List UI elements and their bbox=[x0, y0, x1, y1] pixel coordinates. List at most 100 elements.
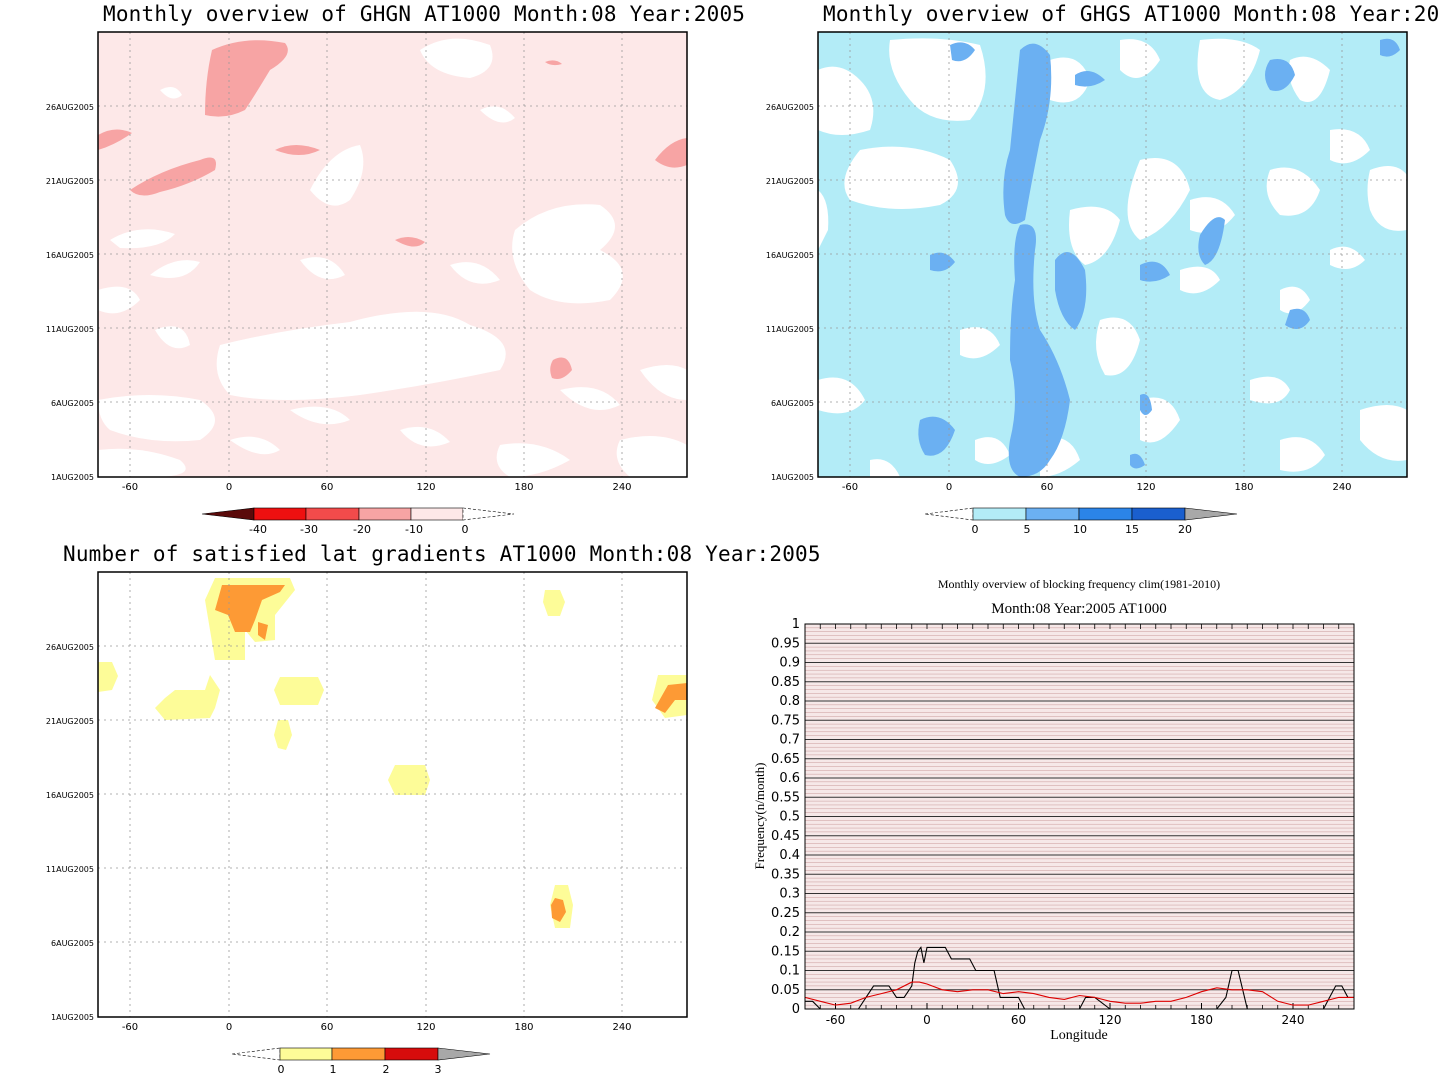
panel-title: Number of satisfied lat gradients AT1000… bbox=[63, 542, 821, 566]
y-tick-label: 16AUG2005 bbox=[46, 791, 94, 800]
y-tick-label: 0.2 bbox=[779, 925, 800, 940]
blocking-frequency-panel: Monthly overview of blocking frequency c… bbox=[720, 540, 1440, 1091]
ghgs-panel: Monthly overview of GHGS AT1000 Month:08… bbox=[720, 0, 1440, 545]
y-tick-label: 0.15 bbox=[771, 944, 800, 959]
y-tick-label: 0.7 bbox=[779, 733, 800, 748]
blocking-frequency-chart: Monthly overview of blocking frequency c… bbox=[752, 577, 1355, 1043]
x-tick-label: 180 bbox=[1234, 482, 1253, 493]
series-line bbox=[804, 981, 1354, 1006]
y-tick-label: 16AUG2005 bbox=[766, 251, 814, 260]
ghgn-map: -60 0 60 120 180 240 1AUG2005 6AUG2005 1… bbox=[46, 31, 688, 536]
x-tick-label: 0 bbox=[923, 1013, 931, 1027]
top-ticks bbox=[804, 624, 1355, 1009]
y-tick-label: 0.05 bbox=[771, 983, 800, 998]
y-tick-label: 0.8 bbox=[779, 694, 800, 709]
y-tick-label: 0.6 bbox=[779, 771, 800, 786]
x-tick-label: 0 bbox=[226, 482, 232, 493]
y-tick-label: 0.4 bbox=[779, 848, 800, 863]
y-tick-label: 0.1 bbox=[779, 964, 800, 979]
y-tick-label: 0.95 bbox=[771, 636, 800, 651]
colorbar-label: 0 bbox=[972, 523, 979, 536]
plot-frame bbox=[804, 623, 1355, 1010]
x-tick-label: 240 bbox=[1282, 1013, 1305, 1027]
x-tick-label: 120 bbox=[1136, 482, 1155, 493]
x-tick-labels: -60 0 60 120 180 240 bbox=[122, 1022, 632, 1033]
x-tick-label: -60 bbox=[122, 482, 138, 493]
x-tick-labels: -60 0 60 120 180 240 bbox=[122, 482, 632, 493]
plot-area bbox=[97, 571, 688, 1018]
y-tick-label: 6AUG2005 bbox=[51, 939, 94, 948]
y-tick-label: 16AUG2005 bbox=[46, 251, 94, 260]
panel-title: Monthly overview of GHGS AT1000 Month:08… bbox=[823, 2, 1440, 26]
x-tick-label: 240 bbox=[612, 482, 631, 493]
chart-title: Monthly overview of blocking frequency c… bbox=[938, 577, 1220, 591]
x-tick-label: 60 bbox=[321, 482, 334, 493]
x-tick-label: 240 bbox=[1332, 482, 1351, 493]
x-tick-label: 0 bbox=[946, 482, 952, 493]
y-tick-label: 26AUG2005 bbox=[766, 103, 814, 112]
y-tick-label: 0.25 bbox=[771, 906, 800, 921]
x-tick-label: 180 bbox=[1190, 1013, 1213, 1027]
y-tick-label: 21AUG2005 bbox=[46, 717, 94, 726]
y-tick-label: 1AUG2005 bbox=[771, 473, 814, 482]
colorbar-label: 1 bbox=[330, 1063, 337, 1076]
gridlines bbox=[98, 32, 687, 477]
y-tick-labels: 1AUG2005 6AUG2005 11AUG2005 16AUG2005 21… bbox=[46, 643, 94, 1022]
y-tick-label: 11AUG2005 bbox=[46, 325, 94, 334]
chart-subtitle: Month:08 Year:2005 AT1000 bbox=[991, 601, 1166, 617]
x-tick-label: -60 bbox=[842, 482, 858, 493]
y-tick-label: 26AUG2005 bbox=[46, 103, 94, 112]
colorbar-label: -40 bbox=[249, 523, 267, 536]
plot-area bbox=[97, 31, 688, 478]
x-tick-labels: -60 0 60 120 180 240 bbox=[826, 1003, 1305, 1027]
colorbar-label: -10 bbox=[405, 523, 423, 536]
gridlines bbox=[818, 32, 1407, 477]
colorbar-label: 0 bbox=[278, 1063, 285, 1076]
x-tick-label: -60 bbox=[122, 1022, 138, 1033]
x-tick-label: 0 bbox=[226, 1022, 232, 1033]
y-tick-label: 0 bbox=[792, 1002, 800, 1017]
colorbar: 0 5 10 15 20 bbox=[924, 507, 1238, 536]
x-tick-label: 180 bbox=[514, 482, 533, 493]
x-tick-label: 240 bbox=[612, 1022, 631, 1033]
colorbar-label: 0 bbox=[462, 523, 469, 536]
y-tick-labels: 0 0.05 0.1 0.15 0.2 0.25 0.3 0.35 0.4 0.45 0.5 0.55… bbox=[771, 617, 800, 1017]
y-tick-label: 1AUG2005 bbox=[51, 1013, 94, 1022]
x-tick-label: -60 bbox=[826, 1013, 846, 1027]
colorbar: 0 1 2 3 bbox=[231, 1047, 491, 1076]
ghgs-map: -60 0 60 120 180 240 1AUG2005 6AUG2005 1… bbox=[766, 31, 1408, 536]
ghgn-panel: Monthly overview of GHGN AT1000 Month:08… bbox=[0, 0, 745, 545]
y-tick-label: 11AUG2005 bbox=[766, 325, 814, 334]
y-tick-label: 1AUG2005 bbox=[51, 473, 94, 482]
y-tick-label: 1 bbox=[792, 617, 800, 632]
lat-gradients-map: -60 0 60 120 180 240 1AUG2005 6AUG2005 1… bbox=[46, 571, 688, 1076]
lat-gradients-panel: Number of satisfied lat gradients AT1000… bbox=[0, 540, 821, 1091]
y-tick-label: 21AUG2005 bbox=[766, 177, 814, 186]
colorbar-label: 20 bbox=[1178, 523, 1192, 536]
colorbar-label: 15 bbox=[1125, 523, 1139, 536]
x-tick-label: 120 bbox=[416, 482, 435, 493]
y-tick-label: 0.75 bbox=[771, 713, 800, 728]
y-tick-label: 0.85 bbox=[771, 675, 800, 690]
colorbar: -40 -30 -20 -10 0 bbox=[201, 507, 515, 536]
x-tick-label: 60 bbox=[1011, 1013, 1026, 1027]
x-tick-label: 120 bbox=[416, 1022, 435, 1033]
y-tick-label: 6AUG2005 bbox=[51, 399, 94, 408]
y-tick-label: 0.9 bbox=[779, 656, 800, 671]
y-tick-label: 0.45 bbox=[771, 829, 800, 844]
y-tick-label: 0.55 bbox=[771, 790, 800, 805]
x-tick-labels: -60 0 60 120 180 240 bbox=[842, 482, 1352, 493]
x-tick-label: 60 bbox=[1041, 482, 1054, 493]
y-tick-label: 6AUG2005 bbox=[771, 399, 814, 408]
x-tick-label: 120 bbox=[1099, 1013, 1122, 1027]
y-tick-label: 0.5 bbox=[779, 810, 800, 825]
colorbar-label: -20 bbox=[353, 523, 371, 536]
x-axis-label: Longitude bbox=[1050, 1028, 1108, 1043]
colorbar-label: 10 bbox=[1073, 523, 1087, 536]
x-tick-label: 180 bbox=[514, 1022, 533, 1033]
panel-title: Monthly overview of GHGN AT1000 Month:08… bbox=[103, 2, 746, 26]
colorbar-label: 3 bbox=[435, 1063, 442, 1076]
y-axis-label: Frequency(n/month) bbox=[752, 763, 767, 870]
colorbar-label: 5 bbox=[1024, 523, 1031, 536]
y-tick-label: 26AUG2005 bbox=[46, 643, 94, 652]
